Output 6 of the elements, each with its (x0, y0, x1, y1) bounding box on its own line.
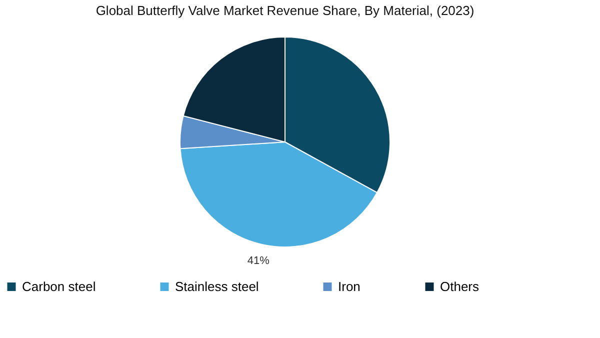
chart-title: Global Butterfly Valve Market Revenue Share, By Material, (2023) (96, 3, 474, 18)
legend-label: Stainless steel (175, 278, 259, 294)
legend-label: Carbon steel (22, 278, 96, 294)
legend-label: Iron (338, 278, 360, 294)
legend-label: Others (440, 278, 480, 294)
data-label: 41% (247, 255, 270, 268)
